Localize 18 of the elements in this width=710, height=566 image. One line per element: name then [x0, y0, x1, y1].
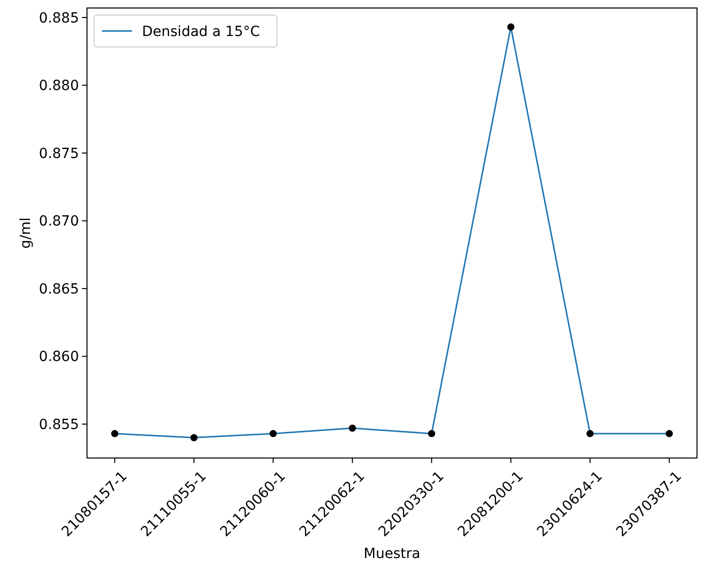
y-axis-title: g/ml [18, 217, 34, 249]
y-tick-label: 0.885 [38, 10, 79, 26]
point [270, 430, 277, 438]
legend-label: Densidad a 15°C [142, 24, 260, 40]
y-tick-label: 0.865 [38, 281, 79, 298]
point [190, 434, 198, 442]
point [586, 430, 594, 438]
y-tick-label: 0.855 [38, 417, 79, 434]
x-axis-title: Muestra [364, 546, 420, 562]
point [348, 424, 356, 432]
y-tick-label: 0.880 [38, 78, 79, 94]
point [666, 430, 673, 438]
y-tick-label: 0.860 [38, 349, 79, 366]
point [428, 430, 436, 438]
point [507, 23, 514, 31]
y-tick-label: 0.870 [38, 214, 79, 230]
point [111, 430, 118, 438]
y-tick-label: 0.875 [38, 146, 79, 162]
